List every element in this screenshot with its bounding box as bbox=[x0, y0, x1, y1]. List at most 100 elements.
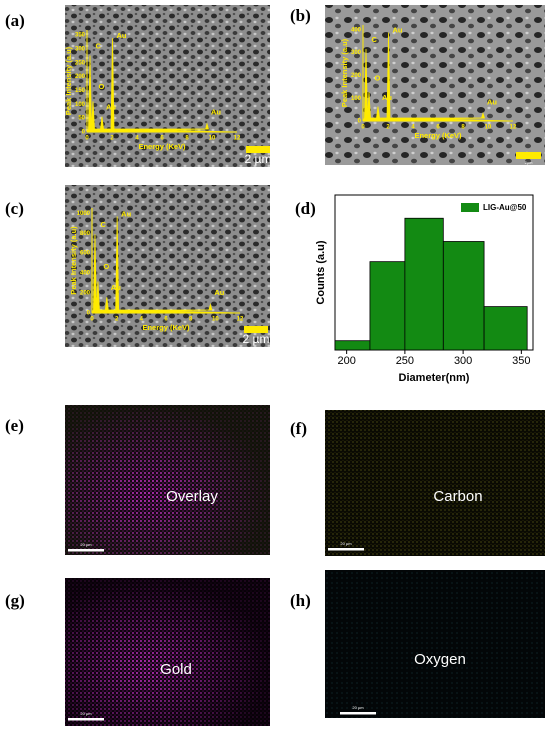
eds-x-tick: 12 bbox=[237, 317, 244, 323]
scale-bar bbox=[246, 146, 270, 153]
eds-y-label: Peak Intensity (a.u) bbox=[340, 38, 349, 107]
eds-y-tick: 300 bbox=[75, 47, 86, 53]
eds-y-tick: 300 bbox=[351, 50, 362, 56]
element-label: Overlay bbox=[166, 488, 218, 505]
panel-label: (b) bbox=[290, 6, 311, 25]
histogram-bar bbox=[369, 261, 406, 351]
eds-x-tick: 10 bbox=[209, 136, 216, 142]
eds-x-tick: 8 bbox=[189, 317, 193, 323]
eds-x-tick: 6 bbox=[164, 317, 168, 323]
eds-y-tick: 250 bbox=[75, 60, 86, 66]
eds-x-tick: 6 bbox=[160, 136, 164, 142]
eds-x-tick: 8 bbox=[461, 125, 465, 131]
eds-peak-label: O bbox=[99, 82, 105, 91]
scale-label: 2 µm bbox=[245, 152, 272, 166]
eds-y-label: Peak Intensity (a.u) bbox=[64, 46, 73, 115]
eds-y-tick: 600 bbox=[80, 251, 91, 257]
scale-label: 2 µm bbox=[243, 332, 270, 346]
eds-y-tick: 0 bbox=[358, 119, 362, 125]
map-layer bbox=[65, 578, 270, 726]
eds-x-tick: 4 bbox=[135, 136, 139, 142]
panel-label: (e) bbox=[5, 416, 24, 435]
eds-y-tick: 1000 bbox=[77, 211, 91, 217]
scale-bar bbox=[340, 712, 376, 715]
eds-peak-label: Au bbox=[106, 103, 116, 112]
eds-peak-label: Au bbox=[393, 26, 403, 35]
eds-x-label: Energy (KeV) bbox=[138, 142, 186, 151]
eds-x-label: Energy (KeV) bbox=[142, 323, 190, 332]
eds-y-tick: 100 bbox=[351, 96, 362, 102]
eds-y-tick: 400 bbox=[80, 271, 91, 277]
eds-y-tick: 200 bbox=[351, 73, 362, 79]
panel-label: (c) bbox=[5, 199, 24, 218]
scale-label: 20 µm bbox=[80, 542, 92, 547]
eds-peak-label: Au bbox=[121, 209, 131, 218]
eds-peak-label: C bbox=[100, 220, 106, 229]
panel-label: (d) bbox=[295, 199, 316, 218]
eds-spectrum bbox=[86, 38, 238, 133]
eds-y-tick: 200 bbox=[80, 291, 91, 297]
histogram-bar bbox=[334, 340, 371, 351]
eds-x-tick: 2 bbox=[110, 136, 114, 142]
eds-x-tick: 6 bbox=[436, 125, 440, 131]
eds-peak-label: C bbox=[372, 35, 378, 44]
scale-label: 20 µm bbox=[340, 541, 352, 546]
histogram-bar bbox=[483, 306, 528, 351]
eds-y-tick: 100 bbox=[75, 102, 86, 108]
x-tick-label: 200 bbox=[337, 355, 355, 367]
element-label: Gold bbox=[160, 661, 192, 678]
eds-peak-label: C bbox=[96, 41, 102, 50]
eds-peak-label: Au bbox=[111, 283, 121, 292]
eds-peak-label: Au bbox=[487, 98, 497, 107]
eds-peak-label: Au bbox=[211, 108, 221, 117]
x-tick-label: 350 bbox=[512, 355, 530, 367]
eds-spectrum bbox=[91, 216, 241, 314]
eds-x-tick: 4 bbox=[411, 125, 415, 131]
eds-peak-label: Au bbox=[214, 288, 224, 297]
eds-x-tick: 12 bbox=[510, 125, 517, 131]
scale-label: 20 µm bbox=[80, 711, 92, 716]
scale-bar bbox=[244, 326, 268, 333]
panel-label: (g) bbox=[5, 591, 25, 610]
scale-label: 2µm bbox=[525, 160, 534, 165]
eds-x-tick: 2 bbox=[386, 125, 390, 131]
eds-y-tick: 350 bbox=[75, 33, 86, 39]
eds-x-tick: 2 bbox=[115, 317, 119, 323]
scale-label: 20 µm bbox=[352, 705, 364, 710]
x-tick-label: 300 bbox=[454, 355, 472, 367]
element-label: Oxygen bbox=[414, 651, 466, 668]
legend-label: LIG-Au@50 bbox=[483, 203, 527, 212]
sem-image bbox=[65, 185, 270, 347]
eds-x-label: Energy (KeV) bbox=[414, 131, 462, 140]
eds-y-tick: 800 bbox=[80, 231, 91, 237]
eds-y-tick: 200 bbox=[75, 74, 86, 80]
eds-y-label: Peak Intensity (a.u) bbox=[69, 226, 78, 295]
eds-y-tick: 400 bbox=[351, 27, 362, 33]
eds-x-tick: 10 bbox=[485, 125, 492, 131]
map-image bbox=[325, 570, 545, 718]
legend-swatch bbox=[461, 203, 479, 212]
map-layer bbox=[65, 405, 270, 555]
eds-x-tick: 0 bbox=[361, 125, 365, 131]
eds-x-tick: 0 bbox=[85, 136, 89, 142]
figure-layer: (a) (b)(c) (d)(e) (f)(g) (h)0501001502002503… bbox=[5, 6, 541, 721]
scale-bar bbox=[516, 152, 541, 159]
panel-label: (a) bbox=[5, 11, 25, 30]
eds-y-tick: 50 bbox=[78, 116, 85, 122]
eds-peak-label: O bbox=[103, 262, 109, 271]
eds-y-tick: 0 bbox=[87, 311, 91, 317]
eds-y-tick: 0 bbox=[82, 130, 86, 136]
sem-image bbox=[65, 5, 270, 167]
scale-bar bbox=[68, 549, 104, 552]
histogram-bar bbox=[442, 241, 485, 351]
eds-x-tick: 4 bbox=[140, 317, 144, 323]
x-axis-label: Diameter(nm) bbox=[399, 372, 470, 384]
map-image bbox=[325, 410, 545, 556]
element-label: Carbon bbox=[433, 488, 482, 505]
eds-x-tick: 8 bbox=[185, 136, 189, 142]
sem-image bbox=[325, 5, 545, 165]
y-axis-label: Counts (a.u) bbox=[315, 240, 327, 304]
eds-peak-label: O bbox=[375, 74, 381, 83]
panel-label: (f) bbox=[290, 419, 307, 438]
